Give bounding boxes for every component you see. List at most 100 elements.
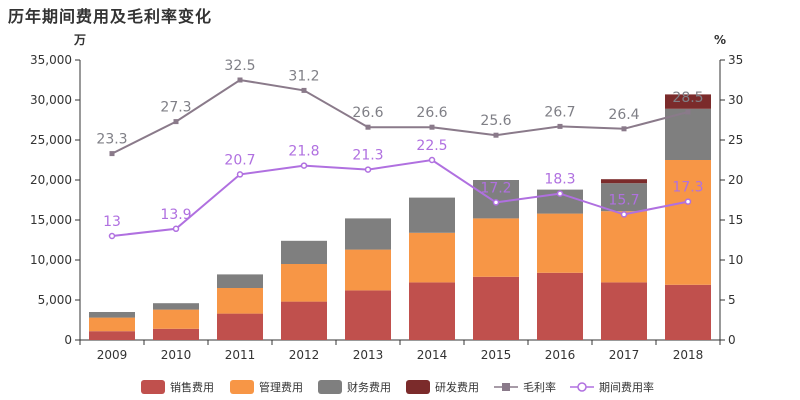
legend-marker-5 [502,383,510,391]
line-1-data-label: 31.2 [288,68,319,84]
legend-swatch-1 [141,380,165,394]
bar-2-2014 [409,232,455,283]
bar-2-2012 [281,264,327,302]
left-tick-label: 30,000 [30,93,72,107]
line-2-data-label: 15.7 [608,192,639,208]
bar-3-2011 [217,274,263,288]
line-1-data-label: 25.6 [480,113,511,129]
line-1-point [493,132,499,138]
bar-3-2018 [665,108,711,160]
bar-2-2017 [601,211,647,283]
bar-3-2012 [281,240,327,264]
x-tick-label: 2013 [353,348,384,362]
right-tick-label: 35 [728,53,743,67]
line-1-point [237,77,243,83]
x-tick-label: 2009 [97,348,128,362]
legend: 销售费用 管理费用 财务费用 研发费用 毛利率 期间费用率 [141,380,654,394]
bar-2-2010 [153,309,199,329]
line-1-point [365,124,371,130]
right-tick-label: 30 [728,93,743,107]
right-tick-label: 15 [728,213,743,227]
bar-1-2010 [153,328,199,340]
x-tick-label: 2016 [545,348,576,362]
line-2-data-label: 21.8 [288,144,319,160]
bar-2-2018 [665,160,711,285]
line-2-data-label: 20.7 [224,152,255,168]
line-1-data-label: 26.6 [352,105,383,121]
bar-3-2013 [345,218,391,250]
line-2-data-label: 22.5 [416,138,447,154]
x-tick-label: 2012 [289,348,320,362]
line-1-data-label: 26.7 [544,104,575,120]
bar-2-2009 [89,317,135,332]
legend-label-1: 销售费用 [170,380,214,394]
right-tick-label: 5 [728,293,736,307]
line-2-data-label: 13.9 [160,207,191,223]
line-2-point [172,225,180,233]
bars [89,94,711,340]
line-1-point [109,151,115,157]
bar-1-2018 [665,284,711,340]
line-2-point [236,171,244,178]
line-1-data-label: 23.3 [96,132,127,148]
legend-label-6: 期间费用率 [599,380,654,394]
line-2-point [556,190,564,197]
line-1-data-label: 28.5 [672,90,703,106]
legend-label-2: 管理费用 [259,380,303,394]
line-2-data-label: 13 [103,214,121,230]
bar-2-2011 [217,288,263,314]
bar-1-2016 [537,272,583,340]
bar-1-2013 [345,290,391,340]
bar-1-2014 [409,282,455,340]
legend-swatch-2 [230,380,254,394]
right-tick-label: 20 [728,173,743,187]
bar-1-2012 [281,301,327,340]
right-tick-label: 0 [728,333,736,347]
line-2-data-label: 17.3 [672,180,703,196]
line-1-point [621,126,627,132]
bar-1-2017 [601,282,647,340]
line-1-point [429,124,435,130]
line-2-data-label: 18.3 [544,172,575,188]
line-series-2 [111,158,689,237]
lines: 23.3 27.3 32.5 31.2 26.6 26.6 25.6 26.7 26.4 28.5… [96,58,704,240]
line-2-data-label: 17.2 [480,180,511,196]
chart-title: 历年期间费用及毛利率变化 [8,7,213,26]
left-tick-label: 35,000 [30,53,72,67]
line-2-point [620,211,628,218]
bar-1-2009 [89,331,135,340]
x-tick-label: 2017 [609,348,640,362]
right-axis-unit: % [714,33,726,47]
line-1-data-label: 26.4 [608,107,639,123]
left-tick-label: 0 [64,333,72,347]
bar-4-2018 [665,94,711,109]
line-1-data-label: 27.3 [160,100,191,116]
line-1-point [557,123,563,129]
line-1-point [173,119,179,125]
bar-3-2017 [601,183,647,212]
left-axis-unit: 万 [73,33,86,47]
legend-swatch-4 [406,380,430,394]
line-1-data-label: 26.6 [416,105,447,121]
line-1-point [301,87,307,93]
x-tick-label: 2014 [417,348,448,362]
line-series-1 [111,78,689,155]
legend-swatch-3 [318,380,342,394]
x-tick-label: 2010 [161,348,192,362]
line-2-data-label: 21.3 [352,148,383,164]
legend-label-3: 财务费用 [347,380,391,394]
left-tick-label: 5,000 [38,293,72,307]
bar-3-2014 [409,197,455,233]
line-2-point [364,166,372,173]
bar-1-2015 [473,276,519,340]
line-1-point [685,109,691,115]
bar-4-2017 [601,179,647,184]
bar-1-2011 [217,313,263,340]
bar-3-2009 [89,312,135,318]
bar-2-2016 [537,213,583,273]
right-tick-label: 10 [728,253,743,267]
x-tick-label: 2011 [225,348,256,362]
line-2-point [300,162,308,169]
x-tick-label: 2015 [481,348,512,362]
legend-label-4: 研发费用 [435,380,479,394]
